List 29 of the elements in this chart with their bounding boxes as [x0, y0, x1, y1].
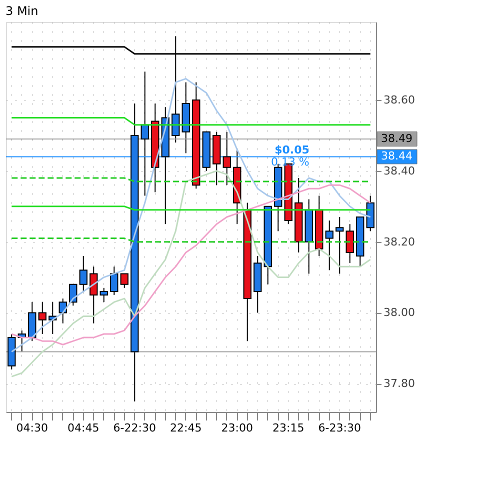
candlestick — [79, 256, 88, 292]
x-tick-label: 23:00 — [221, 422, 253, 434]
y-tick-label: 38.00 — [384, 306, 415, 320]
chart-title: 3 Min — [6, 4, 38, 18]
line-series — [10, 170, 372, 378]
y-tick-label: 38.60 — [384, 94, 415, 106]
y-tick-label: 38.20 — [384, 235, 415, 248]
ref-line-label: 38.44 — [381, 150, 412, 163]
candlestick — [38, 302, 46, 334]
ref-line-label: 38.49 — [381, 132, 412, 145]
annotation: 0.13 % — [270, 156, 310, 169]
x-tick-label: 6-23:30 — [318, 422, 361, 434]
x-tick-label: 04:45 — [68, 422, 100, 434]
y-tick-label: 38.40 — [384, 164, 415, 178]
x-tick-label: 22:45 — [170, 422, 202, 434]
candlestick — [110, 266, 118, 296]
x-tick-label: 6-22:30 — [113, 422, 156, 434]
annotation: $0.05 — [274, 144, 310, 157]
x-tick-label: 23:15 — [272, 422, 304, 434]
candlestick — [120, 273, 128, 288]
candlestick — [90, 266, 98, 324]
candlestick — [100, 287, 108, 303]
candlestick — [140, 71, 149, 196]
candlestick — [325, 220, 334, 271]
x-tick-label: 04:30 — [16, 422, 48, 434]
candlestick — [222, 131, 231, 186]
y-tick-label: 37.80 — [384, 377, 415, 390]
candlestick — [346, 224, 354, 264]
candlestick — [336, 216, 344, 274]
